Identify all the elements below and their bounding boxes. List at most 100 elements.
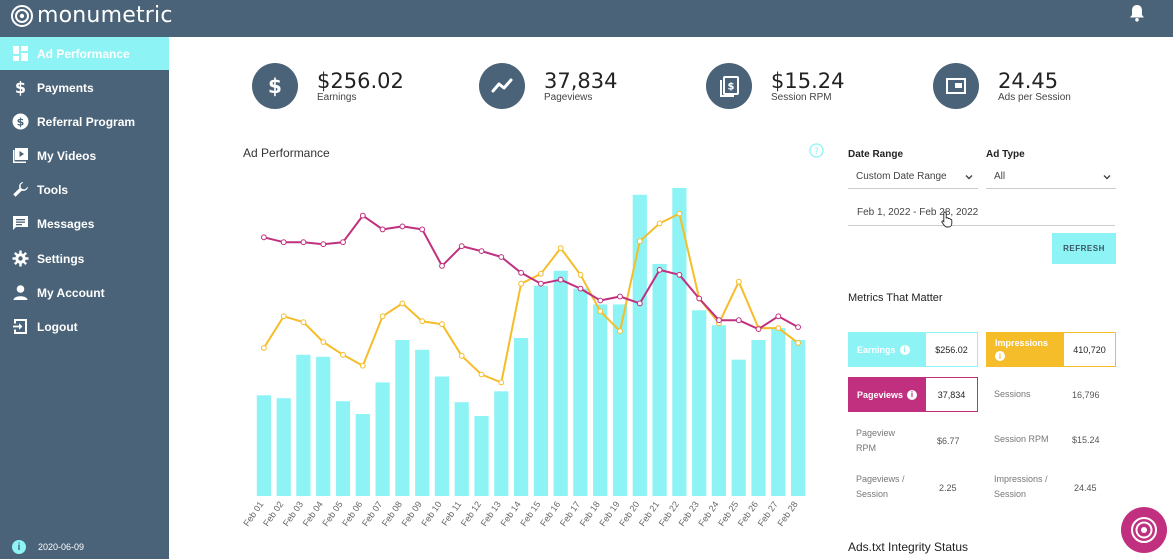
- metric-earnings[interactable]: Earnings i $256.02: [848, 332, 978, 367]
- chart-point[interactable]: [577, 271, 584, 278]
- chart-bar[interactable]: [375, 382, 390, 496]
- chart-point[interactable]: [261, 345, 267, 351]
- chart-point[interactable]: [439, 321, 445, 328]
- help-icon[interactable]: ?: [809, 143, 824, 158]
- chart-bar[interactable]: [573, 288, 588, 496]
- chart-point[interactable]: [735, 278, 742, 285]
- chart-point[interactable]: [359, 362, 366, 369]
- chart-point[interactable]: [735, 317, 742, 324]
- chart-point[interactable]: [518, 269, 525, 276]
- info-icon[interactable]: i: [12, 540, 26, 554]
- chart-point[interactable]: [795, 340, 801, 346]
- chart-point[interactable]: [300, 239, 307, 246]
- chart-point[interactable]: [359, 212, 366, 219]
- chart-bar[interactable]: [711, 325, 726, 496]
- chart-point[interactable]: [617, 328, 623, 335]
- chart-point[interactable]: [518, 280, 525, 287]
- chart-bar[interactable]: [553, 270, 568, 496]
- chart-bar[interactable]: [434, 376, 449, 497]
- chart-point[interactable]: [458, 243, 465, 250]
- chart-point[interactable]: [538, 270, 544, 277]
- chart-point[interactable]: [656, 220, 663, 227]
- chart-bar[interactable]: [474, 416, 489, 496]
- chart-bar[interactable]: [692, 310, 707, 496]
- info-icon[interactable]: i: [907, 389, 918, 400]
- sidebar-item-tools[interactable]: Tools: [0, 173, 169, 206]
- chart-bar[interactable]: [672, 187, 687, 496]
- chart-point[interactable]: [458, 352, 465, 359]
- info-icon[interactable]: i: [995, 351, 1005, 361]
- sidebar-item-settings[interactable]: Settings: [0, 242, 169, 275]
- chart-bar[interactable]: [791, 340, 806, 496]
- chart-bar[interactable]: [276, 398, 291, 496]
- chart-bar[interactable]: [395, 340, 410, 496]
- chart-point[interactable]: [636, 300, 643, 307]
- chart-bar[interactable]: [335, 401, 351, 496]
- chart-point[interactable]: [676, 271, 683, 278]
- chart-point[interactable]: [597, 297, 604, 304]
- chart-point[interactable]: [478, 248, 485, 254]
- chart-bar[interactable]: [514, 338, 529, 496]
- chart-bar[interactable]: [494, 391, 509, 496]
- chart-point[interactable]: [775, 313, 782, 320]
- chart-bar[interactable]: [454, 402, 469, 496]
- chart-bar[interactable]: [771, 328, 786, 496]
- chat-button[interactable]: [1121, 507, 1167, 553]
- chart-bar[interactable]: [731, 359, 746, 496]
- chart-point[interactable]: [320, 241, 327, 248]
- chart-point[interactable]: [379, 226, 386, 233]
- date-range-select[interactable]: Custom Date Range: [848, 165, 978, 189]
- chart-point[interactable]: [300, 319, 307, 326]
- sidebar-item-referral-program[interactable]: $ Referral Program: [0, 105, 169, 138]
- sidebar-item-my-videos[interactable]: My Videos: [0, 139, 169, 172]
- chart-point[interactable]: [439, 263, 445, 269]
- chart-bar[interactable]: [632, 194, 647, 497]
- sidebar-item-logout[interactable]: Logout: [0, 310, 169, 343]
- chart-point[interactable]: [557, 276, 564, 283]
- sidebar-item-my-account[interactable]: My Account: [0, 276, 169, 309]
- info-icon[interactable]: i: [899, 344, 910, 355]
- date-range-input[interactable]: Feb 1, 2022 - Feb 28, 2022: [848, 200, 1115, 226]
- chart-bar[interactable]: [316, 356, 331, 496]
- chart-point[interactable]: [755, 326, 762, 333]
- chart-bar[interactable]: [593, 304, 608, 496]
- refresh-button[interactable]: REFRESH: [1052, 233, 1116, 264]
- chart-bar[interactable]: [355, 414, 370, 496]
- chart-point[interactable]: [696, 295, 703, 302]
- chart-point[interactable]: [538, 280, 544, 287]
- chart-point[interactable]: [557, 245, 564, 251]
- chart-point[interactable]: [379, 313, 386, 320]
- chart-point[interactable]: [597, 308, 604, 315]
- metric-impressions[interactable]: Impressions i 410,720: [986, 332, 1116, 367]
- chart-bar[interactable]: [415, 349, 430, 496]
- chart-point[interactable]: [419, 226, 426, 233]
- metric-pageviews[interactable]: Pageviews i 37,834: [848, 377, 978, 412]
- chart-bar[interactable]: [612, 304, 628, 496]
- chart-point[interactable]: [577, 285, 584, 292]
- chart-bar[interactable]: [256, 395, 271, 496]
- chart-point[interactable]: [280, 239, 287, 246]
- chart-point[interactable]: [775, 325, 782, 332]
- chart-point[interactable]: [419, 318, 426, 325]
- sidebar-item-payments[interactable]: $ Payments: [0, 71, 169, 104]
- ad-type-select[interactable]: All: [986, 165, 1116, 189]
- chart-point[interactable]: [399, 300, 406, 307]
- chart-bar[interactable]: [533, 285, 548, 496]
- chart-point[interactable]: [280, 313, 287, 320]
- chart-point[interactable]: [636, 238, 643, 245]
- chart-point[interactable]: [320, 339, 327, 345]
- chart-point[interactable]: [478, 371, 485, 378]
- sidebar-item-ad-performance[interactable]: Ad Performance: [0, 37, 169, 70]
- chart-point[interactable]: [261, 234, 267, 241]
- chart-point[interactable]: [340, 239, 346, 246]
- chart-bar[interactable]: [652, 263, 667, 496]
- chart-bar[interactable]: [751, 340, 766, 496]
- chart-point[interactable]: [498, 379, 505, 386]
- bell-icon[interactable]: [1129, 4, 1145, 22]
- chart-point[interactable]: [498, 254, 505, 260]
- chart-point[interactable]: [716, 317, 722, 324]
- chart-point[interactable]: [617, 293, 623, 300]
- chart-point[interactable]: [340, 351, 346, 358]
- chart-point[interactable]: [656, 267, 663, 273]
- chart-bar[interactable]: [296, 354, 311, 496]
